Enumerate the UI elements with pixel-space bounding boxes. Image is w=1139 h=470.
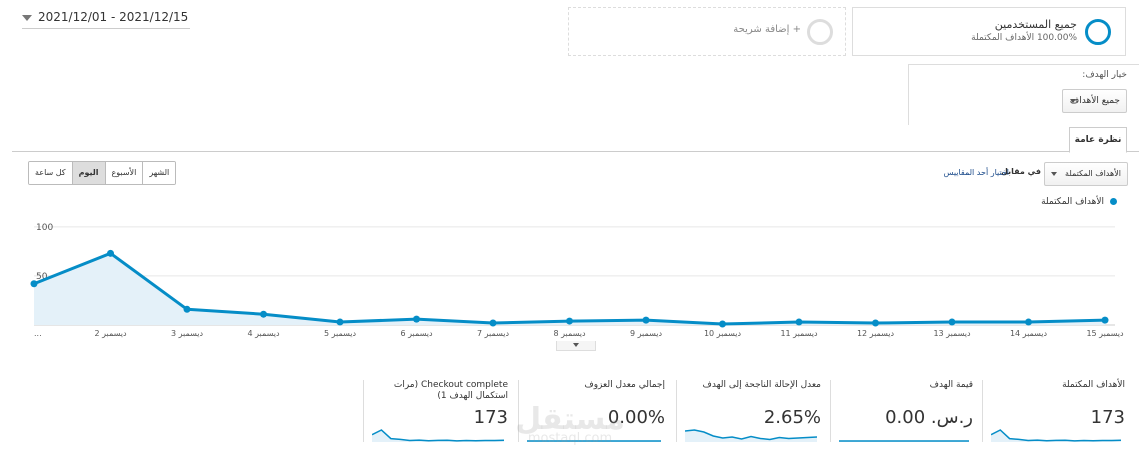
y-tick-label: 50 — [36, 272, 48, 282]
segment-name: جميع المستخدمين — [994, 18, 1077, 31]
goal-option-panel — [908, 64, 1139, 125]
data-point — [642, 316, 650, 324]
metric-select-value: الأهداف المكتملة — [1065, 169, 1121, 178]
scorecard-value: 173 — [1090, 407, 1125, 428]
y-tick-label: 100 — [36, 223, 53, 233]
data-point — [872, 319, 879, 327]
data-point — [183, 305, 191, 313]
data-point — [260, 310, 267, 318]
x-tick-label: ديسمبر 5 — [324, 329, 356, 338]
series-area — [34, 253, 1105, 325]
data-point — [107, 249, 114, 257]
scorecard-label: الأهداف المكتملة — [1062, 380, 1125, 390]
data-point — [795, 318, 803, 326]
data-point — [566, 317, 573, 325]
time-btn-hourly[interactable]: كل ساعة — [29, 162, 72, 184]
chart-legend: الأهداف المكتملة — [1041, 197, 1117, 207]
scorecard[interactable]: إجمالي معدل العزوف 0.00% — [518, 380, 671, 442]
sparkline — [372, 429, 504, 442]
data-point — [1025, 318, 1032, 326]
vs-label: في مقابل — [1001, 167, 1041, 176]
scorecard-value: 0.00% — [607, 407, 665, 428]
scorecard[interactable]: قيمة الهدف ر.س. 0.00 — [830, 380, 979, 442]
metric-select[interactable]: الأهداف المكتملة — [1044, 162, 1128, 186]
sparkline — [991, 429, 1121, 442]
scorecard[interactable]: الأهداف المكتملة 173 — [982, 380, 1131, 442]
scorecard[interactable]: Checkout complete (مرات استكمال الهدف 1)… — [363, 380, 514, 442]
data-point — [948, 318, 956, 326]
x-tick-label: ديسمبر 8 — [553, 329, 585, 338]
chevron-down-icon — [573, 343, 579, 347]
scorecard-label: قيمة الهدف — [929, 380, 973, 390]
x-tick-label: ديسمبر 13 — [933, 329, 971, 338]
goal-select[interactable]: جميع الأهداف — [1062, 89, 1127, 113]
watermark-logo: مستقل mostaql.com — [505, 402, 635, 446]
scorecard-value: 173 — [473, 407, 508, 428]
watermark-sub: mostaql.com — [527, 431, 613, 446]
segment-stat: 100.00% الأهداف المكتملة — [971, 33, 1077, 43]
data-point — [336, 318, 344, 326]
chevron-down-icon — [22, 14, 32, 21]
x-tick-label: ديسمبر 9 — [630, 329, 662, 338]
segment-circle-icon — [1085, 19, 1111, 45]
sparkline-line — [991, 429, 1121, 442]
date-range-picker[interactable]: 2021/12/01 - 2021/12/15 — [22, 6, 190, 29]
chart-resize-handle[interactable] — [556, 341, 596, 351]
x-tick-label: ديسمبر 3 — [171, 329, 203, 338]
chevron-down-icon — [1051, 172, 1057, 176]
tab-divider — [12, 151, 1139, 152]
x-tick-label: ديسمبر 14 — [1010, 329, 1048, 338]
x-tick-label: ديسمبر 10 — [704, 329, 742, 338]
scorecard-value: 2.65% — [763, 407, 821, 428]
legend-label: الأهداف المكتملة — [1041, 197, 1104, 207]
scorecard-label: Checkout complete (مرات استكمال الهدف 1) — [393, 380, 508, 401]
sparkline-line — [372, 429, 504, 442]
sparkline — [527, 440, 661, 442]
x-tick-label: ديسمبر 7 — [477, 329, 509, 338]
legend-dot-icon — [1110, 198, 1117, 205]
time-granularity-buttons: كل ساعة اليوم الأسبوع الشهر — [28, 161, 177, 185]
scorecard[interactable]: معدل الإحالة الناجحة إلى الهدف 2.65% — [676, 380, 827, 442]
sparkline-area — [685, 430, 817, 442]
sparkline — [685, 429, 817, 442]
line-chart: 50 100... ديسمبر 2 ديسمبر 3 ديسمبر 4 ديسمبر 5… — [30, 223, 1124, 338]
x-tick-label: ديسمبر 12 — [857, 329, 895, 338]
scorecard-label: معدل الإحالة الناجحة إلى الهدف — [702, 380, 821, 390]
x-tick-label: ديسمبر 6 — [400, 329, 432, 338]
segment-all-users[interactable]: جميع المستخدمين 100.00% الأهداف المكتملة — [852, 7, 1126, 56]
time-btn-day[interactable]: اليوم — [71, 162, 105, 184]
x-tick-label: ديسمبر 11 — [780, 329, 818, 338]
tab-overview[interactable]: نظرة عامة — [1069, 127, 1127, 153]
x-tick-label: ديسمبر 2 — [94, 329, 126, 338]
add-segment-box[interactable]: + إضافة شريحة — [568, 7, 846, 56]
goal-select-value: جميع الأهداف — [1069, 96, 1120, 106]
sparkline-line — [685, 429, 817, 441]
data-point — [30, 280, 38, 288]
data-point — [489, 319, 497, 327]
x-tick-label: ... — [34, 329, 42, 338]
pick-metric-link[interactable]: اختيار أحد المقاييس — [943, 168, 1009, 177]
scorecard-value: ر.س. 0.00 — [885, 407, 973, 428]
data-point — [719, 320, 726, 328]
add-segment-label: + إضافة شريحة — [733, 24, 801, 35]
scorecard-label: إجمالي معدل العزوف — [584, 380, 665, 390]
data-point — [1101, 316, 1109, 324]
x-tick-label: ديسمبر 15 — [1086, 329, 1124, 338]
chevron-down-icon — [1070, 99, 1076, 103]
time-btn-week[interactable]: الأسبوع — [104, 162, 143, 184]
time-btn-month[interactable]: الشهر — [142, 162, 176, 184]
watermark-main: مستقل — [515, 402, 625, 437]
date-range-text: 2021/12/01 - 2021/12/15 — [38, 10, 189, 24]
sparkline — [839, 440, 969, 442]
segment-circle-icon — [807, 19, 833, 45]
goal-option-label: خيار الهدف: — [1082, 70, 1127, 80]
data-point — [413, 315, 420, 323]
x-tick-label: ديسمبر 4 — [247, 329, 279, 338]
